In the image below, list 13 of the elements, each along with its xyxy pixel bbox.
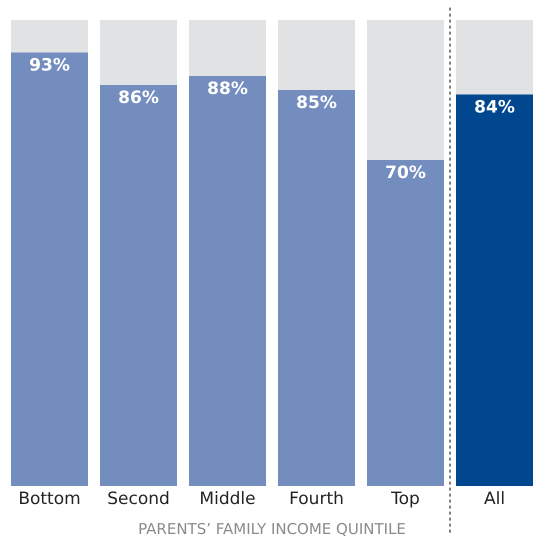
x-tick-label: Bottom	[18, 489, 81, 509]
data-label: 84%	[474, 98, 515, 118]
x-tick-label: Second	[107, 489, 170, 509]
data-label: 88%	[207, 78, 248, 99]
data-label: 85%	[296, 92, 337, 113]
data-label: 70%	[385, 162, 426, 183]
data-label: 93%	[29, 56, 70, 76]
data-label: 86%	[118, 88, 159, 108]
x-tick-label: Top	[390, 489, 420, 509]
x-tick-label: Middle	[199, 489, 256, 509]
x-tick-label: All	[484, 489, 506, 509]
x-tick-label: Fourth	[289, 489, 344, 509]
x-axis-title: PARENTS’ FAMILY INCOME QUINTILE	[138, 520, 406, 538]
